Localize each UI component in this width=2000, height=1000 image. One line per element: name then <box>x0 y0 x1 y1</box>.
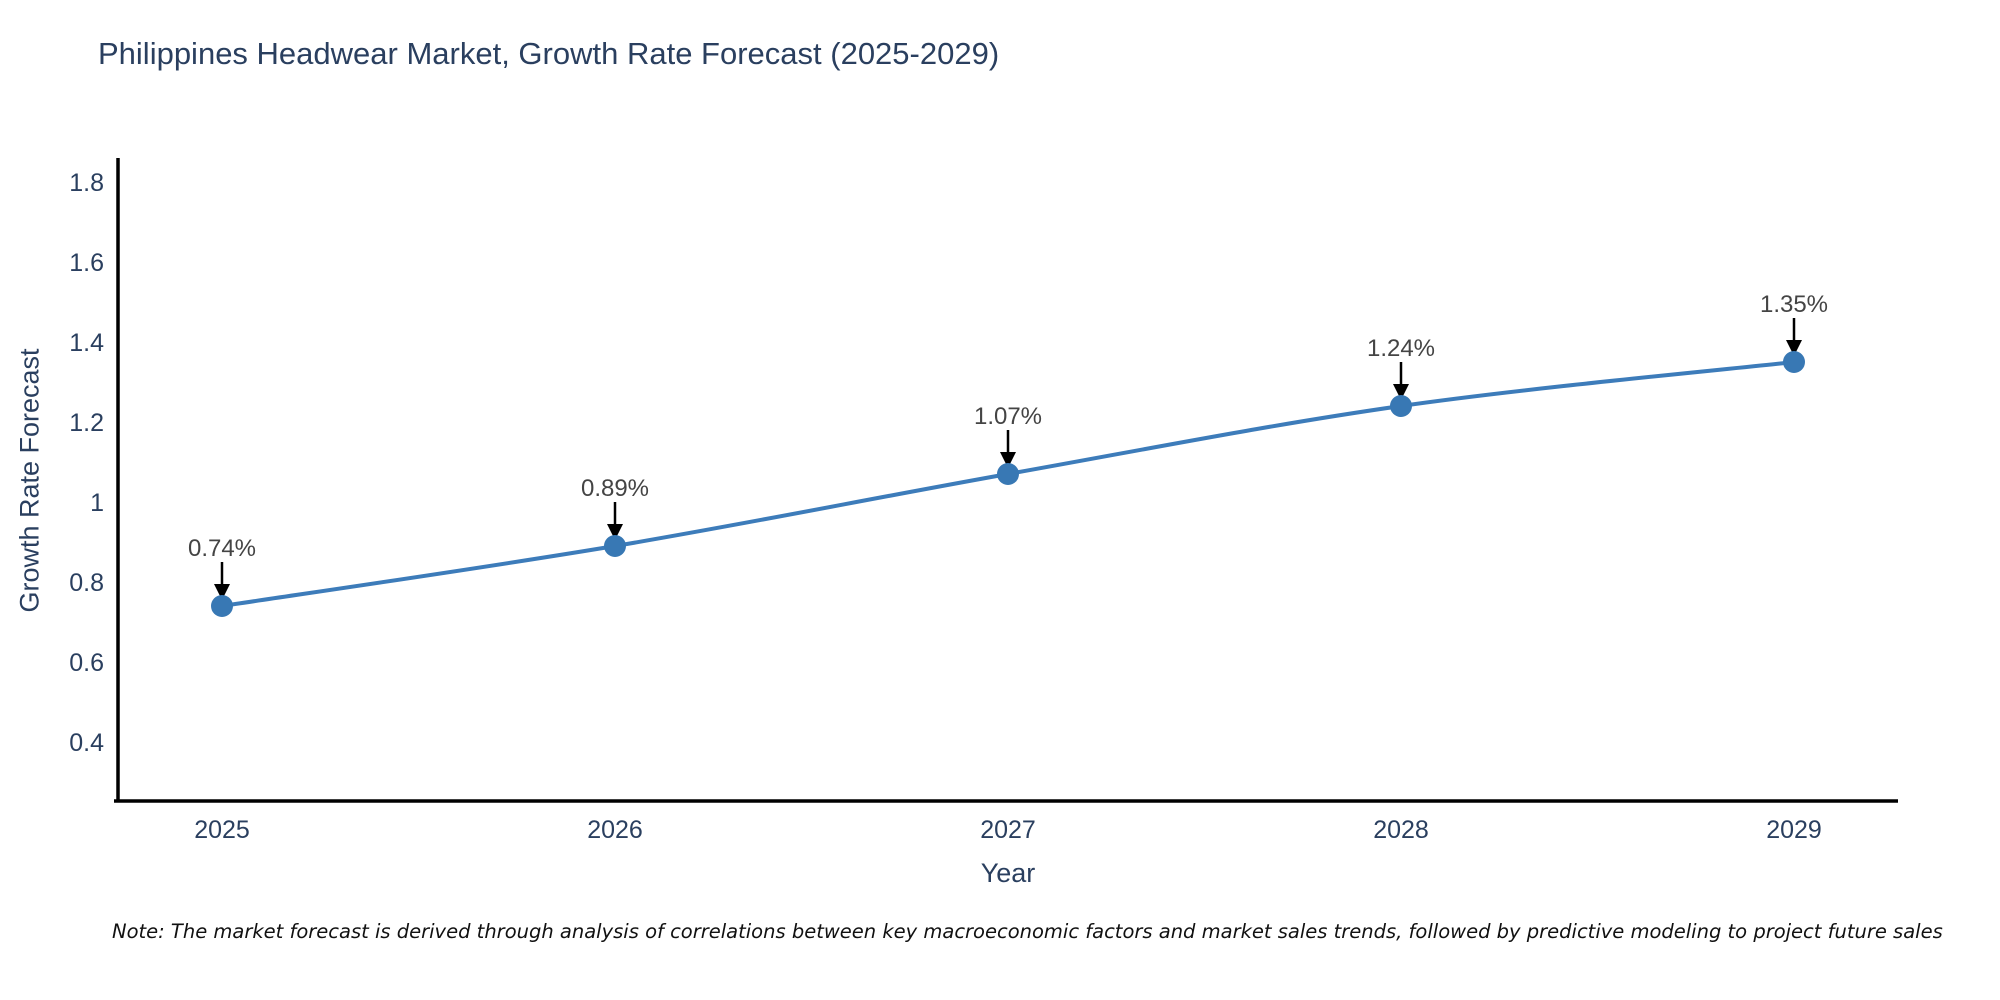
data-point-2028[interactable] <box>1390 395 1412 417</box>
x-tick-label: 2026 <box>587 816 643 844</box>
chart-title: Philippines Headwear Market, Growth Rate… <box>98 36 1000 71</box>
footnote: Note: The market forecast is derived thr… <box>112 920 1943 943</box>
annotation-arrowhead <box>1786 340 1802 356</box>
annotation-arrowhead <box>1393 384 1409 400</box>
data-point-2026[interactable] <box>604 535 626 557</box>
y-tick-label: 1.8 <box>69 169 104 197</box>
annotation-arrowhead <box>1000 452 1016 468</box>
data-point-2029[interactable] <box>1783 351 1805 373</box>
y-tick-label: 0.6 <box>69 649 104 677</box>
data-point-2027[interactable] <box>997 463 1019 485</box>
y-tick-label: 0.8 <box>69 569 104 597</box>
data-point-2025[interactable] <box>211 595 233 617</box>
data-label: 0.89% <box>581 475 649 502</box>
data-label: 1.35% <box>1760 291 1828 318</box>
y-tick-label: 1.4 <box>69 329 104 357</box>
data-label: 1.24% <box>1367 335 1435 362</box>
x-tick-label: 2029 <box>1766 816 1822 844</box>
x-axis-title: Year <box>980 858 1036 888</box>
y-tick-label: 0.4 <box>69 729 104 757</box>
x-tick-label: 2027 <box>980 816 1036 844</box>
data-label: 1.07% <box>974 403 1042 430</box>
y-tick-label: 1.6 <box>69 249 104 277</box>
y-tick-label: 1.2 <box>69 409 104 437</box>
annotation-arrowhead <box>607 524 623 540</box>
y-tick-label: 1 <box>90 489 104 517</box>
data-label: 0.74% <box>188 535 256 562</box>
x-tick-label: 2025 <box>194 816 250 844</box>
x-tick-label: 2028 <box>1373 816 1429 844</box>
annotation-arrowhead <box>214 584 230 600</box>
